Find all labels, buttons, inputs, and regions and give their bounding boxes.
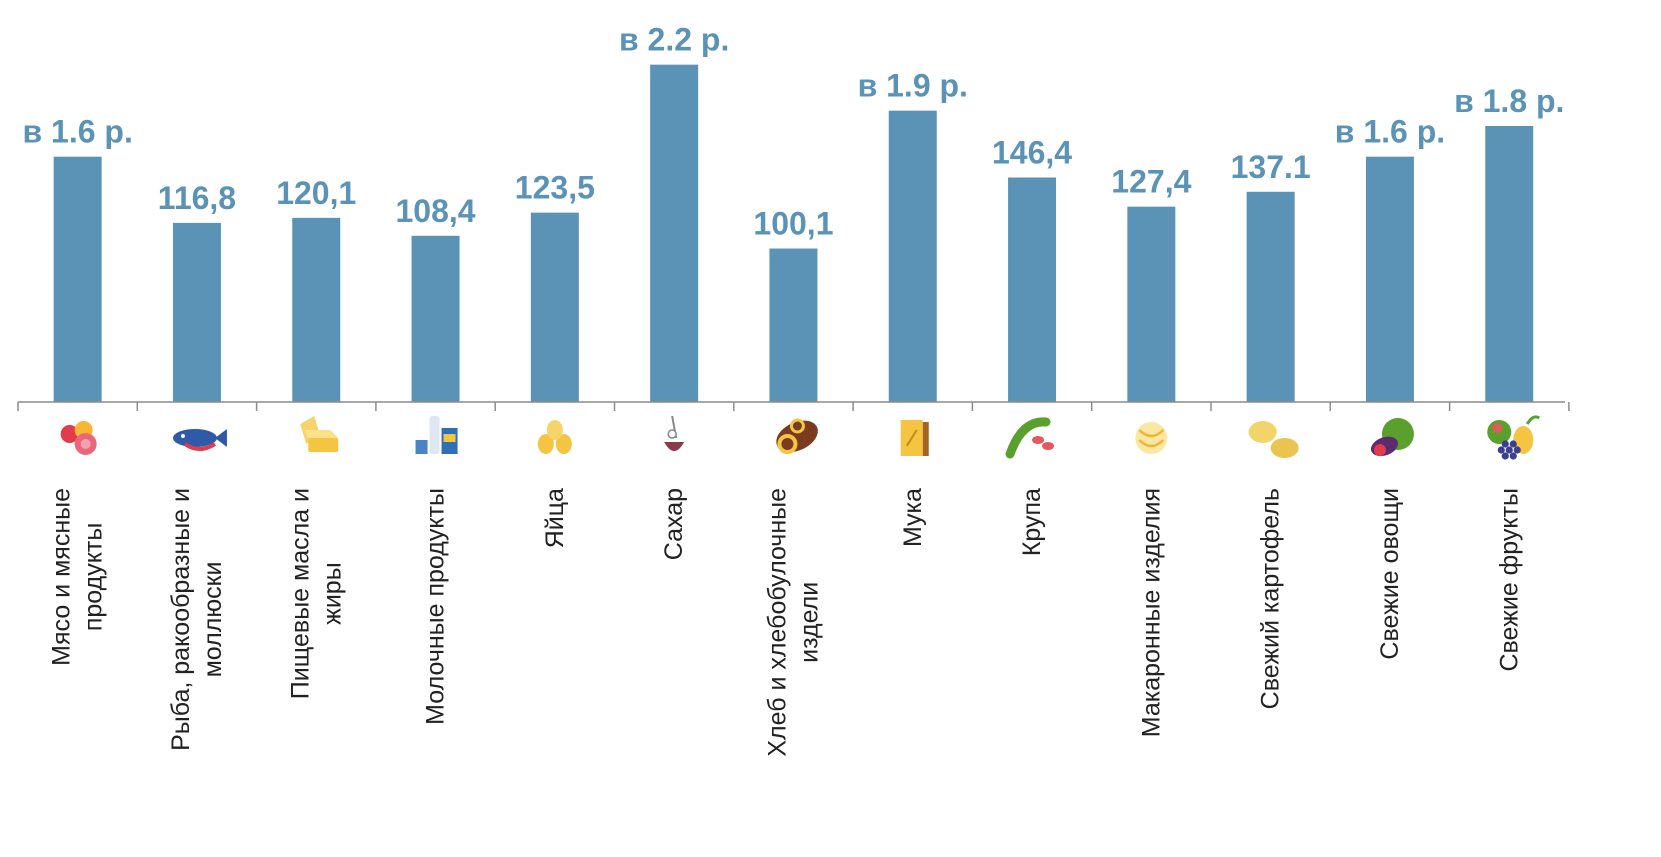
category-label: Мясо и мясные продукты (48, 488, 108, 666)
bar (1127, 206, 1176, 402)
data-label: 146,4 (992, 135, 1072, 171)
fruits-icon (1487, 415, 1541, 460)
bread-icon (776, 418, 818, 454)
data-label: в 1.8 р. (1454, 83, 1564, 119)
meat-icon (60, 421, 97, 455)
sugar-icon (664, 415, 685, 451)
bar (1365, 156, 1414, 402)
data-label: 120,1 (276, 175, 356, 211)
bar (530, 212, 579, 402)
data-label: 116,8 (158, 180, 236, 216)
flour-icon (900, 420, 929, 456)
data-label: 127,4 (1111, 164, 1191, 200)
bar (292, 217, 341, 402)
data-label: 123,5 (515, 170, 595, 206)
category-label: Рыба, ракообразные и моллюски (167, 488, 227, 751)
category-label: Свежие овощи (1376, 488, 1404, 660)
bar (769, 248, 818, 402)
data-label: 108,4 (396, 193, 476, 229)
category-label: Свежий картофель (1257, 488, 1285, 709)
beans-icon (1005, 417, 1055, 459)
category-label: Крупа (1018, 488, 1046, 556)
category-label: Пищевые масла и жиры (286, 488, 346, 699)
data-label: в 1.6 р. (22, 114, 132, 150)
bar (53, 156, 102, 402)
category-label: Яйца (541, 488, 569, 548)
potato-icon (1248, 421, 1299, 458)
fish-icon (172, 429, 227, 451)
bar (1485, 126, 1534, 402)
bar (411, 235, 460, 402)
butter-icon (300, 416, 339, 452)
data-label: в 1.6 р. (1335, 114, 1445, 150)
category-label: Мука (899, 488, 927, 547)
category-label: Сахар (660, 488, 688, 560)
eggs-icon (537, 420, 572, 454)
bar (1008, 177, 1057, 402)
data-label: в 1.9 р. (858, 68, 968, 104)
category-label: Молочные продукты (422, 488, 450, 725)
vegetables-icon (1370, 418, 1414, 457)
bar (172, 222, 221, 402)
data-label: 100,1 (753, 206, 833, 242)
category-label: Макаронные изделия (1137, 488, 1165, 737)
data-label: в 2.2 р. (619, 22, 729, 58)
bar (888, 110, 937, 403)
data-label: 137.1 (1231, 149, 1311, 185)
pasta-icon (1135, 422, 1168, 454)
category-label: Хлеб и хлебобулочные издели (763, 488, 823, 757)
bar (650, 64, 699, 403)
bar (1246, 191, 1295, 402)
category-label: Свежие фрукты (1495, 488, 1523, 672)
dairy-icon (415, 416, 458, 454)
